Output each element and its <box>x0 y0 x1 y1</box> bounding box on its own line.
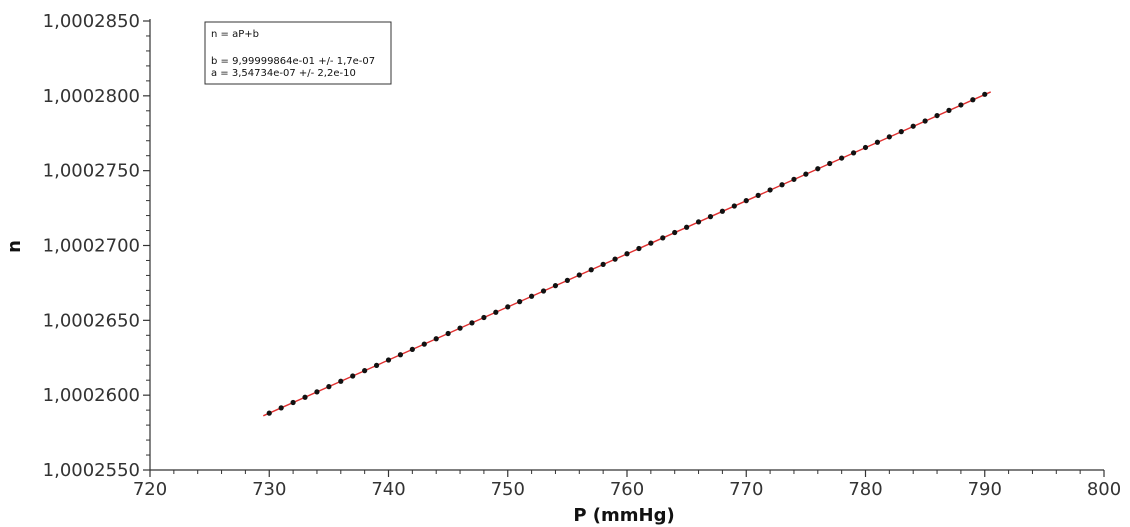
data-points-layer <box>266 91 988 416</box>
data-point <box>481 314 487 321</box>
data-point <box>850 150 857 156</box>
y-tick-label: 1,0002550 <box>43 460 140 481</box>
data-point <box>707 214 714 220</box>
data-point <box>385 357 392 363</box>
y-axis-title: n <box>4 240 25 253</box>
data-point <box>397 352 404 358</box>
data-point <box>672 229 678 236</box>
data-point <box>815 166 821 172</box>
data-point <box>743 198 749 204</box>
x-axis-title: P (mmHg) <box>573 505 674 526</box>
data-point <box>755 192 761 198</box>
data-point <box>302 394 308 400</box>
data-point <box>982 91 988 97</box>
y-tick-label: 1,0002750 <box>43 161 140 182</box>
data-point <box>540 288 547 294</box>
data-point <box>362 368 368 374</box>
data-point <box>576 272 582 278</box>
x-tick-label: 750 <box>491 479 525 500</box>
data-point <box>612 256 618 262</box>
x-tick-label: 780 <box>848 479 882 500</box>
data-point <box>970 97 976 103</box>
data-point <box>636 245 642 252</box>
data-point <box>695 219 702 225</box>
x-tick-label: 790 <box>968 479 1002 500</box>
data-point <box>338 378 344 384</box>
data-point <box>350 373 356 379</box>
y-tick-label: 1,0002800 <box>43 86 140 107</box>
data-point <box>767 187 773 193</box>
x-tick-label: 720 <box>133 479 167 500</box>
data-point <box>529 293 535 299</box>
data-point <box>922 118 928 124</box>
data-point <box>648 240 654 246</box>
data-point <box>600 261 606 267</box>
data-point <box>624 251 630 257</box>
data-point <box>839 155 845 161</box>
data-point <box>958 102 964 108</box>
data-point <box>934 112 940 119</box>
y-tick-label: 1,0002700 <box>43 236 140 257</box>
data-point <box>290 399 296 406</box>
x-tick-label: 740 <box>371 479 405 500</box>
data-point <box>719 208 726 214</box>
data-point <box>791 176 797 182</box>
x-tick-label: 800 <box>1087 479 1121 500</box>
y-tick-label: 1,0002600 <box>43 385 140 406</box>
data-point <box>445 330 451 337</box>
data-point <box>457 325 463 331</box>
data-point <box>564 277 570 283</box>
data-point <box>803 171 809 177</box>
data-point <box>660 235 666 241</box>
legend-frame <box>204 21 392 85</box>
data-point <box>278 405 284 411</box>
data-point <box>862 144 869 151</box>
legend-b-value: b = 9,99999864e-01 +/- 1,7e-07 <box>211 56 375 67</box>
x-tick-label: 760 <box>610 479 644 500</box>
data-point <box>898 129 904 135</box>
data-point <box>326 384 332 390</box>
data-point <box>910 123 916 129</box>
data-point <box>731 203 737 209</box>
data-point <box>684 224 690 230</box>
x-tick-label: 730 <box>252 479 286 500</box>
data-point <box>552 283 559 289</box>
x-tick-label: 770 <box>729 479 763 500</box>
data-point <box>373 362 380 368</box>
data-point <box>493 309 499 315</box>
data-point <box>779 182 785 188</box>
data-point <box>314 389 320 395</box>
data-point <box>874 139 881 145</box>
y-tick-label: 1,0002650 <box>43 310 140 331</box>
data-point <box>517 299 523 305</box>
x-axis-ticks: 720 730 740 750 760 770 780 790 800 <box>133 470 1121 500</box>
data-point <box>469 320 475 326</box>
y-tick-label: 1,0002850 <box>43 11 140 32</box>
data-point <box>886 134 892 140</box>
data-point <box>266 410 272 416</box>
data-point <box>505 304 511 310</box>
legend-formula: n = aP+b <box>211 29 259 40</box>
legend: n = aP+b b = 9,99999864e-01 +/- 1,7e-07 … <box>204 21 392 85</box>
data-point <box>409 346 415 352</box>
data-point <box>433 336 439 342</box>
data-point <box>946 107 952 113</box>
data-point <box>421 341 427 347</box>
legend-a-value: a = 3,54734e-07 +/- 2,2e-10 <box>211 68 356 79</box>
data-point <box>827 160 833 167</box>
y-axis-ticks: 1,0002550 1,0002600 1,0002650 1,0002700 1,00… <box>43 11 150 481</box>
data-point <box>588 267 594 273</box>
